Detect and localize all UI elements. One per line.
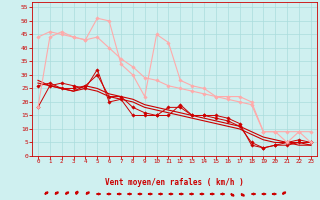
X-axis label: Vent moyen/en rafales ( km/h ): Vent moyen/en rafales ( km/h ) <box>105 178 244 187</box>
